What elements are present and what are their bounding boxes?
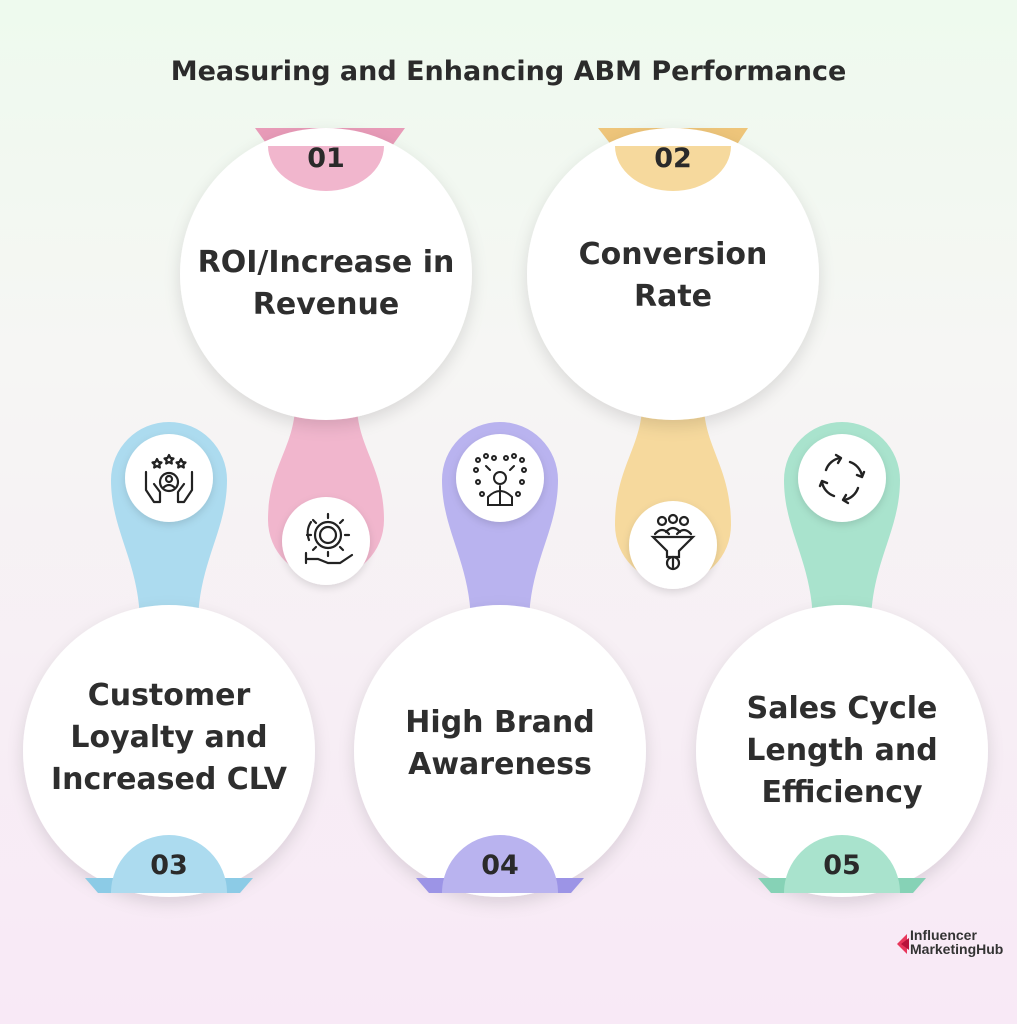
item-02-icon-circle [629, 501, 717, 589]
brand-wordmark: Influencer MarketingHub [910, 928, 1003, 956]
item-03-label-line2: Loyalty and [70, 720, 268, 755]
item-01-number-tab [268, 146, 384, 191]
item-05-label-line1: Sales Cycle [746, 691, 938, 726]
loyalty-hands-stars-icon [144, 453, 194, 504]
item-02-number: 02 [654, 143, 692, 174]
item-02 [527, 128, 819, 589]
item-02-number-tab [615, 146, 731, 191]
item-03-number-tab [111, 835, 227, 893]
item-02-label-line1: Conversion [578, 237, 768, 272]
item-05-label-line3: Efficiency [761, 775, 923, 810]
item-05 [696, 422, 988, 897]
revenue-gear-hand-icon [304, 512, 354, 565]
item-03-label-line3: Increased CLV [50, 762, 288, 797]
item-01-label-line2: Revenue [252, 287, 400, 322]
item-04-number: 04 [481, 850, 519, 881]
item-01-circle [180, 128, 472, 420]
item-03-label-line1: Customer [87, 678, 251, 713]
item-01-number: 01 [307, 143, 345, 174]
item-04-label-line1: High Brand [405, 705, 595, 740]
item-03-circle [23, 605, 315, 897]
brand-awareness-person-icon [473, 453, 527, 506]
item-04-label: High Brand Awareness [360, 702, 640, 786]
item-03-label: Customer Loyalty and Increased CLV [29, 675, 309, 801]
item-05-circle [696, 605, 988, 897]
item-02-circle [527, 128, 819, 420]
brand-line1: Influencer [910, 927, 977, 943]
item-05-number: 05 [823, 850, 861, 881]
item-04 [354, 422, 646, 897]
item-02-label-line2: Rate [633, 279, 713, 314]
item-03 [23, 422, 315, 897]
item-01-label: ROI/Increase in Revenue [186, 242, 466, 326]
item-01-icon-circle [282, 497, 370, 585]
page-title: Measuring and Enhancing ABM Performance [170, 56, 847, 87]
item-04-icon-circle [456, 434, 544, 522]
item-03-icon-circle [125, 434, 213, 522]
item-05-number-tab [784, 835, 900, 893]
item-01-label-line1: ROI/Increase in [197, 245, 455, 280]
cycle-arrows-icon [818, 453, 866, 505]
item-05-label: Sales Cycle Length and Efficiency [702, 688, 982, 814]
brand-line2: MarketingHub [910, 941, 1004, 957]
item-05-label-line2: Length and [746, 733, 938, 768]
influencer-marketinghub-logo-icon [897, 934, 909, 954]
item-04-number-tab [442, 835, 558, 893]
item-04-circle [354, 605, 646, 897]
item-05-icon-circle [798, 434, 886, 522]
conversion-funnel-icon [650, 513, 696, 571]
item-01 [180, 128, 472, 585]
item-04-label-line2: Awareness [408, 747, 592, 782]
item-03-number: 03 [150, 850, 188, 881]
item-02-label: Conversion Rate [533, 234, 813, 318]
